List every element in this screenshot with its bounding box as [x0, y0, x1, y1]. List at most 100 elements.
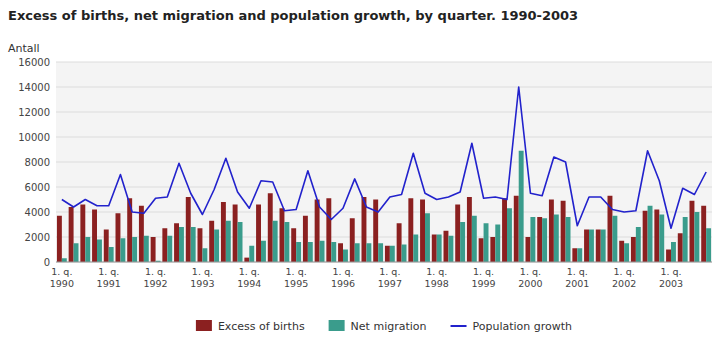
legend-swatch [196, 320, 212, 331]
bar [467, 197, 472, 262]
bar [619, 241, 624, 262]
y-tick-label: 4000 [25, 207, 50, 218]
y-tick-label: 2000 [25, 232, 50, 243]
bar [584, 230, 589, 263]
bar [280, 208, 285, 262]
bar [402, 245, 407, 263]
bar [572, 248, 577, 262]
x-tick-label: 1. q.1991 [97, 266, 121, 289]
grid-line [56, 162, 712, 163]
bar [472, 216, 477, 262]
bar [144, 236, 149, 262]
bar [390, 246, 395, 262]
bar [701, 206, 706, 262]
bar [233, 205, 238, 263]
grid-line [56, 137, 712, 138]
y-tick-label: 14000 [18, 82, 50, 93]
bar [132, 237, 137, 262]
x-axis-line [56, 262, 712, 263]
x-tick-label: 1. q.1996 [331, 266, 355, 289]
bar [57, 216, 62, 262]
bar [490, 237, 495, 262]
x-tick-label: 1. q.2001 [565, 266, 589, 289]
x-tick-label: 1. q.1992 [143, 266, 167, 289]
bar [420, 200, 425, 263]
x-tick-label: 1. q.1995 [284, 266, 308, 289]
x-tick-label: 1. q.1999 [471, 266, 495, 289]
bar [273, 221, 278, 262]
bar [612, 216, 617, 262]
bar [554, 215, 559, 263]
bar [221, 202, 226, 262]
bar [291, 228, 296, 262]
x-tick-label: 1. q.1993 [190, 266, 214, 289]
bar [80, 205, 85, 263]
bar [397, 223, 402, 262]
bar [214, 230, 219, 263]
bar [601, 230, 606, 263]
line [62, 87, 706, 228]
bar [378, 243, 383, 262]
grid-line [56, 112, 712, 113]
bar [355, 243, 360, 262]
bar [502, 198, 507, 262]
bar [109, 247, 114, 262]
bar [537, 217, 542, 262]
bar [530, 217, 535, 262]
bar [577, 248, 582, 262]
bar [179, 227, 184, 262]
bar [338, 243, 343, 262]
x-tick-label: 1. q.2002 [612, 266, 636, 289]
bar [643, 211, 648, 262]
bar [62, 258, 67, 262]
bar [139, 206, 144, 262]
bar [167, 236, 172, 262]
bar [425, 213, 430, 262]
bar [174, 223, 179, 262]
bar [69, 207, 74, 262]
bar [631, 237, 636, 262]
bar [308, 242, 313, 262]
x-tick-label: 1. q.1990 [50, 266, 74, 289]
bar [268, 193, 273, 262]
bar [256, 205, 261, 263]
bar [366, 243, 371, 262]
bar [92, 210, 97, 263]
bar [561, 201, 566, 262]
bar [566, 217, 571, 262]
bar [116, 213, 121, 262]
legend: Excess of birthsNet migrationPopulation … [196, 320, 572, 333]
bar [326, 198, 331, 262]
bar [460, 222, 465, 262]
bar [659, 215, 664, 263]
bar [244, 258, 249, 262]
grid-line [56, 187, 712, 188]
bar [706, 228, 711, 262]
bar [261, 241, 266, 262]
bar [507, 208, 512, 262]
legend-label: Excess of births [218, 320, 305, 333]
grid-line [56, 212, 712, 213]
y-tick-label: 6000 [25, 182, 50, 193]
grid-line [56, 262, 712, 263]
bar [303, 216, 308, 262]
bar [408, 198, 413, 262]
bar [624, 243, 629, 262]
bar [331, 242, 336, 262]
bar [526, 237, 531, 262]
bar [479, 238, 484, 262]
y-axis-label: Antall [8, 42, 40, 55]
y-tick-label: 16000 [18, 57, 50, 68]
grid-line [56, 87, 712, 88]
bar [666, 250, 671, 263]
bar [678, 233, 683, 262]
bar [198, 228, 203, 262]
x-tick-label: 1. q.1998 [425, 266, 449, 289]
bar [636, 227, 641, 262]
plot-area [56, 62, 712, 262]
bar [448, 236, 453, 262]
bar [589, 230, 594, 263]
bar [104, 230, 109, 263]
bar [350, 218, 355, 262]
bar [186, 197, 191, 262]
